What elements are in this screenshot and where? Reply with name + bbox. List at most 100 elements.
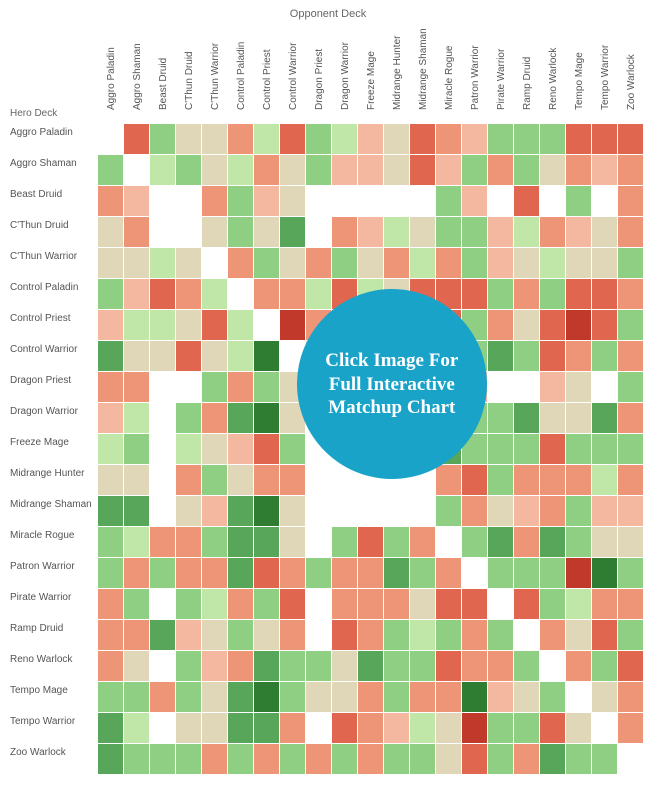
heatmap-cell [358,186,383,216]
heatmap-cell [98,558,123,588]
heatmap-cell [280,217,305,247]
heatmap-cell [384,155,409,185]
heatmap-cell [566,217,591,247]
heatmap-cell [618,186,643,216]
heatmap-cell [410,124,435,154]
heatmap-cell [228,434,253,464]
heatmap-cell [150,248,175,278]
heatmap-cell [150,465,175,495]
heatmap-cell [202,186,227,216]
heatmap-cell [592,372,617,402]
heatmap-cell [150,744,175,774]
heatmap-cell [306,124,331,154]
heatmap-cell [150,589,175,619]
heatmap-cell [462,124,487,154]
heatmap-cell [150,186,175,216]
heatmap-cell [566,248,591,278]
heatmap-cell [332,248,357,278]
heatmap-cell [306,279,331,309]
row-header: Tempo Mage [10,685,68,696]
heatmap-cell [202,682,227,712]
heatmap-cell [98,341,123,371]
heatmap-cell [540,434,565,464]
heatmap-cell [358,558,383,588]
heatmap-cell [618,744,643,774]
heatmap-cell [150,496,175,526]
heatmap-cell [488,124,513,154]
heatmap-cell [488,434,513,464]
heatmap-cell [410,186,435,216]
heatmap-cell [202,620,227,650]
heatmap-cell [254,248,279,278]
heatmap-cell [488,403,513,433]
heatmap-cell [150,279,175,309]
heatmap-cell [332,620,357,650]
heatmap-cell [514,341,539,371]
heatmap-cell [410,744,435,774]
heatmap-cell [566,682,591,712]
heatmap-cell [514,496,539,526]
heatmap-cell [540,310,565,340]
heatmap-cell [358,589,383,619]
heatmap-cell [514,217,539,247]
heatmap-cell [228,403,253,433]
heatmap-cell [254,434,279,464]
heatmap-cell [410,155,435,185]
heatmap-cell [618,527,643,557]
heatmap-cell [592,589,617,619]
heatmap-cell [410,713,435,743]
heatmap-cell [592,496,617,526]
heatmap-cell [98,434,123,464]
heatmap-cell [592,155,617,185]
matchup-heatmap[interactable]: Opponent Deck Aggro PaladinAggro ShamanB… [8,8,648,780]
column-header: Zoo Warlock [626,54,637,110]
heatmap-cell [176,403,201,433]
heatmap-cell [124,682,149,712]
heatmap-cell [176,372,201,402]
heatmap-cell [228,217,253,247]
heatmap-cell [488,155,513,185]
heatmap-cell [176,124,201,154]
column-header: Pirate Warrior [496,49,507,110]
heatmap-cell [436,155,461,185]
heatmap-cell [254,217,279,247]
heatmap-cell [254,713,279,743]
heatmap-cell [306,465,331,495]
heatmap-cell [410,589,435,619]
heatmap-cell [202,558,227,588]
heatmap-cell [332,651,357,681]
heatmap-cell [176,248,201,278]
heatmap-cell [228,589,253,619]
heatmap-cell [540,341,565,371]
heatmap-cell [384,744,409,774]
heatmap-cell [592,434,617,464]
heatmap-cell [358,527,383,557]
heatmap-cell [514,403,539,433]
heatmap-cell [202,651,227,681]
heatmap-cell [410,558,435,588]
heatmap-cell [228,496,253,526]
row-header: Control Priest [10,313,71,324]
heatmap-cell [332,124,357,154]
heatmap-cell [254,341,279,371]
heatmap-cell [332,589,357,619]
row-header: Dragon Priest [10,375,71,386]
heatmap-cell [514,651,539,681]
heatmap-cell [254,744,279,774]
heatmap-cell [618,372,643,402]
cta-badge[interactable]: Click Image For Full Interactive Matchup… [297,289,487,479]
heatmap-cell [566,651,591,681]
column-header: Control Paladin [236,42,247,110]
heatmap-cell [202,527,227,557]
heatmap-cell [618,620,643,650]
heatmap-cell [462,496,487,526]
heatmap-cell [332,713,357,743]
heatmap-cell [306,744,331,774]
heatmap-cell [176,527,201,557]
column-header: Aggro Shaman [132,43,143,110]
heatmap-cell [202,310,227,340]
heatmap-cell [98,403,123,433]
column-header: Dragon Priest [314,49,325,110]
heatmap-cell [254,403,279,433]
heatmap-cell [254,279,279,309]
